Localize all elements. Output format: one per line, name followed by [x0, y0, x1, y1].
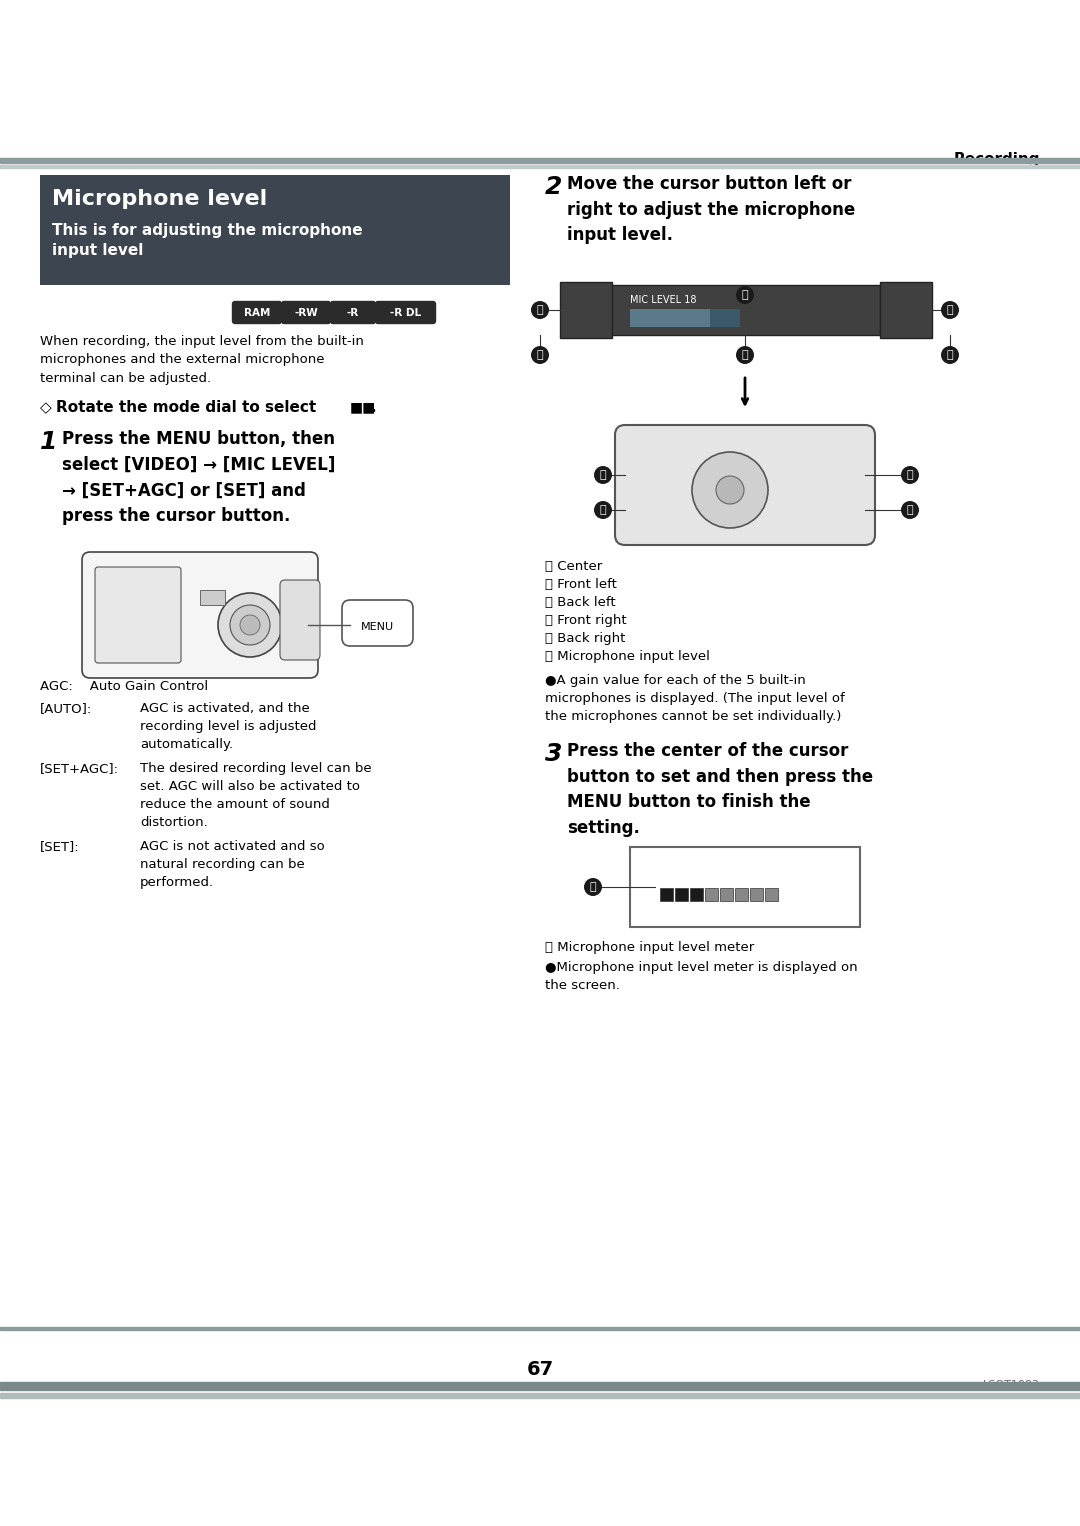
- Bar: [765, 888, 778, 900]
- Text: Press the MENU button, then
select [VIDEO] → [MIC LEVEL]
→ [SET+AGC] or [SET] an: Press the MENU button, then select [VIDE…: [62, 430, 336, 525]
- Text: -R DL: -R DL: [390, 308, 421, 317]
- Text: ■■: ■■: [350, 400, 376, 414]
- Bar: [561, 282, 612, 337]
- Text: Ⓑ: Ⓑ: [599, 470, 606, 481]
- Text: Ⓓ Front right: Ⓓ Front right: [545, 613, 626, 627]
- Text: Ⓕ: Ⓕ: [742, 349, 748, 360]
- Bar: [200, 591, 225, 604]
- Circle shape: [594, 501, 612, 519]
- Circle shape: [901, 501, 919, 519]
- FancyBboxPatch shape: [232, 302, 282, 324]
- Circle shape: [735, 346, 754, 365]
- Bar: [710, 308, 740, 327]
- Bar: [0, 165, 1080, 168]
- Text: Ⓓ: Ⓓ: [947, 305, 954, 314]
- Bar: [0, 1393, 1080, 1398]
- Bar: [690, 888, 703, 900]
- Text: Ⓖ: Ⓖ: [590, 882, 596, 893]
- Text: Ⓒ Back left: Ⓒ Back left: [545, 597, 616, 609]
- Text: AGC:    Auto Gain Control: AGC: Auto Gain Control: [40, 681, 208, 693]
- FancyBboxPatch shape: [282, 302, 330, 324]
- Circle shape: [531, 301, 549, 319]
- Text: ●Microphone input level meter is displayed on
the screen.: ●Microphone input level meter is display…: [545, 961, 858, 992]
- Text: Ⓑ Front left: Ⓑ Front left: [545, 578, 617, 591]
- Text: Recording: Recording: [954, 153, 1040, 166]
- Text: Ⓔ Back right: Ⓔ Back right: [545, 632, 625, 645]
- Text: 67: 67: [526, 1360, 554, 1380]
- Circle shape: [901, 465, 919, 484]
- Bar: [630, 847, 860, 926]
- Text: -RW: -RW: [294, 308, 318, 317]
- Text: This is for adjusting the microphone
input level: This is for adjusting the microphone inp…: [52, 223, 363, 258]
- Circle shape: [716, 476, 744, 504]
- FancyBboxPatch shape: [330, 302, 376, 324]
- Text: [SET+AGC]:: [SET+AGC]:: [40, 761, 119, 775]
- FancyBboxPatch shape: [615, 426, 875, 545]
- FancyBboxPatch shape: [95, 568, 181, 662]
- Text: Ⓔ: Ⓔ: [947, 349, 954, 360]
- Text: RAM: RAM: [244, 308, 270, 317]
- Circle shape: [594, 465, 612, 484]
- Text: 1: 1: [40, 430, 57, 455]
- Circle shape: [240, 615, 260, 635]
- FancyBboxPatch shape: [280, 580, 320, 661]
- FancyBboxPatch shape: [82, 552, 318, 678]
- Circle shape: [218, 594, 282, 658]
- Text: Move the cursor button left or
right to adjust the microphone
input level.: Move the cursor button left or right to …: [567, 175, 855, 244]
- Bar: [0, 1383, 1080, 1390]
- Bar: [0, 1328, 1080, 1331]
- Circle shape: [735, 285, 754, 304]
- Text: MENU: MENU: [361, 623, 393, 632]
- Bar: [630, 308, 710, 327]
- Circle shape: [692, 452, 768, 528]
- Bar: [880, 282, 932, 337]
- Text: Ⓐ Center: Ⓐ Center: [545, 560, 603, 572]
- Text: Press the center of the cursor
button to set and then press the
MENU button to f: Press the center of the cursor button to…: [567, 742, 873, 838]
- Bar: [40, 175, 510, 285]
- Text: [SET]:: [SET]:: [40, 839, 80, 853]
- Text: AGC is activated, and the
recording level is adjusted
automatically.: AGC is activated, and the recording leve…: [140, 702, 316, 751]
- Text: Ⓔ: Ⓔ: [907, 505, 914, 514]
- Text: Ⓑ: Ⓑ: [537, 305, 543, 314]
- Circle shape: [941, 301, 959, 319]
- Text: [AUTO]:: [AUTO]:: [40, 702, 92, 716]
- Text: ●A gain value for each of the 5 built-in
microphones is displayed. (The input le: ●A gain value for each of the 5 built-in…: [545, 674, 845, 723]
- Bar: [0, 159, 1080, 163]
- Bar: [705, 888, 718, 900]
- Text: The desired recording level can be
set. AGC will also be activated to
reduce the: The desired recording level can be set. …: [140, 761, 372, 829]
- Text: MIC LEVEL 18: MIC LEVEL 18: [630, 295, 697, 305]
- FancyBboxPatch shape: [342, 600, 413, 645]
- Text: .: .: [370, 400, 376, 415]
- Text: Ⓐ: Ⓐ: [742, 290, 748, 301]
- Text: Ⓒ: Ⓒ: [599, 505, 606, 514]
- Text: Ⓒ: Ⓒ: [537, 349, 543, 360]
- Text: Rotate the mode dial to select: Rotate the mode dial to select: [56, 400, 316, 415]
- Circle shape: [531, 346, 549, 365]
- Bar: [720, 888, 733, 900]
- Bar: [675, 888, 688, 900]
- Bar: [610, 285, 880, 336]
- Text: Microphone level: Microphone level: [52, 189, 267, 209]
- Bar: [735, 888, 748, 900]
- Text: Ⓕ Microphone input level: Ⓕ Microphone input level: [545, 650, 710, 662]
- Text: Ⓓ: Ⓓ: [907, 470, 914, 481]
- Circle shape: [584, 877, 602, 896]
- Circle shape: [230, 604, 270, 645]
- Text: Ⓖ Microphone input level meter: Ⓖ Microphone input level meter: [545, 942, 754, 954]
- Text: 3: 3: [545, 742, 563, 766]
- Text: -R: -R: [347, 308, 360, 317]
- Text: AGC is not activated and so
natural recording can be
performed.: AGC is not activated and so natural reco…: [140, 839, 325, 890]
- Text: 2: 2: [545, 175, 563, 198]
- Bar: [660, 888, 673, 900]
- FancyBboxPatch shape: [376, 302, 435, 324]
- Text: ◇: ◇: [40, 400, 52, 415]
- Circle shape: [941, 346, 959, 365]
- Bar: [750, 888, 762, 900]
- Text: LSQT1093: LSQT1093: [983, 1380, 1040, 1390]
- Text: When recording, the input level from the built-in
microphones and the external m: When recording, the input level from the…: [40, 336, 364, 385]
